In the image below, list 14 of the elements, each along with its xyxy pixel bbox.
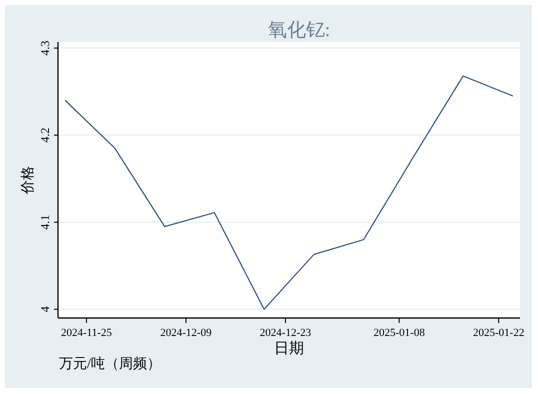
y-tick-label: 4.1: [38, 214, 52, 230]
text: 万元/吨（周频）: [59, 356, 161, 372]
x-tick-label: 2024-12-23: [260, 327, 312, 339]
x-tick-label: 2025-01-08: [374, 327, 426, 339]
y-axis-title: 价格: [20, 166, 36, 195]
x-tick-label: 2024-12-09: [160, 327, 212, 339]
y-tick-label: 4.3: [38, 40, 52, 56]
chart-title: 氧化钇:: [268, 20, 330, 41]
x-tick-label: 2024-11-25: [60, 327, 112, 339]
x-tick-label: 2025-01-22: [473, 327, 524, 339]
x-axis-title: 日期: [274, 340, 304, 357]
line-series: [64, 75, 514, 310]
y-tick-label: 4: [38, 306, 52, 312]
y-tick-label: 4.2: [38, 128, 52, 143]
